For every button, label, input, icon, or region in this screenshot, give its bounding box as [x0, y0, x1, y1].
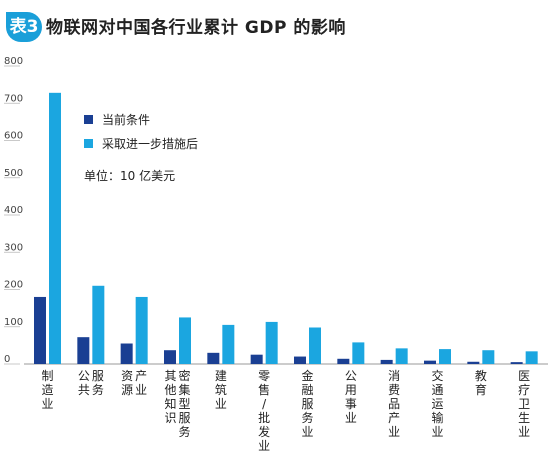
y-tick-label: 100	[4, 317, 23, 328]
bar-further-measures	[352, 342, 365, 364]
legend-swatch	[84, 115, 93, 124]
bar-current	[380, 359, 393, 364]
bar-further-measures	[135, 296, 148, 364]
category-label: 制造业	[41, 369, 53, 411]
table-number-badge: 表3	[6, 12, 42, 42]
category-label: 密集型服务	[178, 368, 190, 439]
y-tick-label: 200	[4, 280, 23, 291]
bar-further-measures	[179, 317, 191, 364]
y-tick-label: 400	[4, 205, 23, 216]
category-label: 消费品产业	[388, 369, 400, 439]
category-label: 金融服务业	[301, 368, 313, 439]
bar-current	[77, 337, 90, 364]
y-tick-label: 600	[4, 131, 23, 142]
bar-further-measures	[49, 92, 61, 364]
bar-further-measures	[265, 321, 278, 364]
bar-current	[164, 350, 176, 364]
bar-further-measures	[525, 351, 538, 364]
category-label: 医疗卫生业	[518, 369, 530, 439]
y-tick-label: 0	[4, 354, 10, 365]
category-label: 教育	[475, 368, 487, 397]
bar-current	[250, 354, 263, 364]
bar-current	[424, 360, 436, 364]
bar-further-measures	[309, 327, 321, 364]
category-label: 零售/批发业	[258, 369, 270, 453]
category-label: 公用事业	[345, 369, 357, 425]
bar-further-measures	[92, 285, 105, 364]
bar-current	[510, 362, 523, 364]
bar-further-measures	[439, 349, 451, 364]
bar-current	[207, 352, 220, 364]
category-label: 建筑业	[215, 369, 227, 411]
y-tick-label: 300	[4, 242, 23, 253]
bar-current	[337, 358, 350, 364]
bar-current	[120, 343, 133, 364]
bar-current	[467, 361, 480, 364]
bars-layer	[34, 92, 538, 364]
legend-label: 当前条件	[102, 112, 150, 127]
y-tick-label: 800	[4, 56, 23, 67]
legend-swatch	[84, 139, 93, 148]
y-tick-label: 500	[4, 168, 23, 179]
category-label: 交通运输业	[431, 368, 443, 439]
y-tick-label: 700	[4, 93, 23, 104]
chart-title: 物联网对中国各行业累计 GDP 的影响	[46, 18, 346, 38]
axis-layer: 0 100 200 300 400 500 600 700 800	[4, 56, 548, 365]
bar-further-measures	[395, 348, 408, 364]
category-label: 其他知识	[164, 369, 176, 425]
unit-note: 单位：10 亿美元	[84, 168, 175, 183]
legend-label: 采取进一步措施后	[102, 137, 198, 151]
bar-further-measures	[222, 324, 235, 364]
bar-current	[294, 356, 306, 364]
category-label: 资源	[121, 369, 133, 397]
category-label: 公共	[78, 369, 90, 397]
bar-further-measures	[482, 350, 495, 364]
title-bar: 表3 物联网对中国各行业累计 GDP 的影响	[0, 0, 550, 52]
category-label: 服务	[92, 369, 104, 397]
bar-current	[34, 296, 46, 364]
category-label: 产业	[135, 369, 147, 397]
